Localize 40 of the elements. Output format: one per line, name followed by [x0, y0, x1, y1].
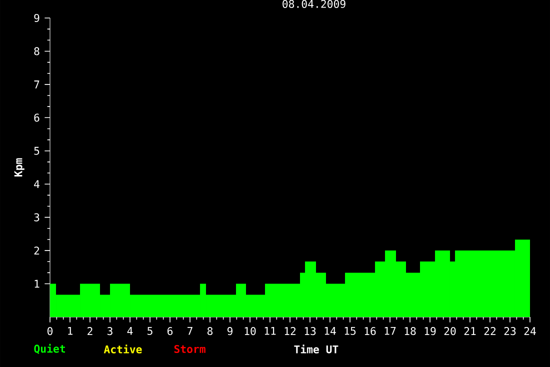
y-tick-label: 3 [34, 213, 40, 222]
x-tick-label: 4 [127, 327, 133, 335]
y-tick-label: 6 [34, 114, 40, 122]
x-tick-label: 21 [464, 327, 476, 335]
x-axis-title: Time UT [294, 344, 338, 354]
x-tick-label: 24 [524, 327, 536, 335]
x-tick-label: 16 [364, 327, 376, 336]
x-tick-label: 14 [324, 327, 336, 335]
text: Storm [174, 344, 206, 354]
y-tick-label: 4 [34, 180, 40, 188]
x-tick-label: 17 [384, 327, 396, 335]
x-tick-label: 15 [344, 327, 356, 335]
y-tick-label: 7 [34, 80, 40, 88]
x-tick-label: 11 [264, 327, 276, 335]
x-tick-label: 12 [284, 327, 296, 335]
x-tick-label: 19 [424, 327, 436, 336]
y-tick-label: 9 [34, 14, 40, 22]
y-tick-label: 1 [34, 280, 40, 288]
x-tick-label: 20 [444, 327, 456, 336]
x-tick-label: 13 [304, 327, 316, 336]
x-tick-label: 5 [148, 327, 152, 335]
x-tick-label: 23 [504, 327, 516, 336]
y-tick-label: 8 [34, 47, 40, 56]
x-tick-label: 9 [227, 327, 232, 336]
x-tick-label: 2 [88, 327, 92, 335]
y-tick-label: 5 [34, 146, 40, 155]
x-tick-label: 18 [404, 327, 416, 336]
y-tick-label: 2 [34, 246, 40, 254]
x-tick-label: 10 [244, 327, 256, 336]
x-tick-label: 22 [484, 327, 496, 335]
x-tick-label: 7 [188, 327, 192, 335]
text: Active [104, 344, 142, 354]
text: Quiet [34, 344, 65, 354]
chart-title: 08.04.2009 [282, 0, 346, 8]
y-axis-title: Kpm [14, 158, 24, 177]
x-tick-label: 1 [68, 327, 72, 335]
x-tick-label: 8 [207, 327, 213, 336]
x-tick-label: 3 [108, 327, 112, 336]
x-tick-label: 6 [167, 327, 173, 336]
x-tick-label: 0 [47, 327, 53, 336]
